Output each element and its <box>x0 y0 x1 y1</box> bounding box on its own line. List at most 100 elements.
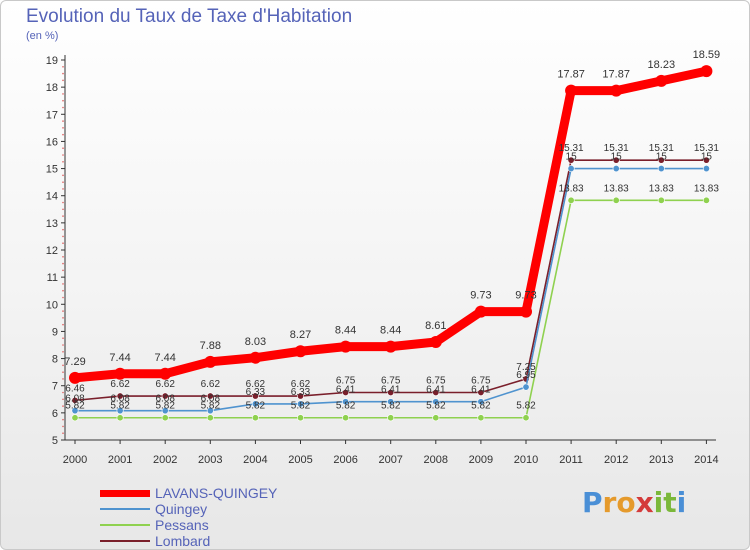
x-tick-label: 2003 <box>198 454 222 466</box>
data-label: 17.87 <box>557 69 585 81</box>
legend: LAVANS-QUINGEY Quingey Pessans Lombard <box>100 485 360 549</box>
legend-label: LAVANS-QUINGEY <box>155 485 278 501</box>
legend-label: Lombard <box>155 533 211 549</box>
y-tick-label: 19 <box>46 55 58 67</box>
x-tick-label: 2000 <box>63 454 87 466</box>
y-minor-mark <box>62 147 64 150</box>
data-point <box>612 156 620 164</box>
data-point <box>565 84 578 97</box>
y-tick-label: 5 <box>52 435 58 447</box>
logo-letter: P <box>582 486 603 519</box>
data-point <box>161 414 169 422</box>
data-label: 7.44 <box>109 352 130 364</box>
x-tick-label: 2004 <box>243 454 267 466</box>
y-tick-label: 14 <box>46 191 58 203</box>
data-label: 6.62 <box>155 379 175 390</box>
data-label: 5.82 <box>246 401 266 412</box>
data-label: 5.82 <box>155 401 175 412</box>
data-point <box>342 388 350 396</box>
data-label: 15 <box>656 152 668 163</box>
y-minor-mark <box>62 154 64 156</box>
data-label: 6.62 <box>110 379 130 390</box>
y-minor-mark <box>62 242 64 245</box>
y-minor-mark <box>62 269 64 272</box>
x-tick-label: 2002 <box>153 454 177 466</box>
data-label: 5.82 <box>516 401 536 412</box>
y-tick-label: 17 <box>46 109 58 121</box>
legend-swatch <box>100 540 150 542</box>
unit-label: (en %) <box>26 30 59 42</box>
x-tick-label: 2013 <box>649 454 673 466</box>
data-point <box>114 367 127 380</box>
x-tick-label: 2001 <box>108 454 132 466</box>
x-tick-label: 2005 <box>288 454 312 466</box>
x-tick-label: 2008 <box>424 454 448 466</box>
data-point <box>432 414 440 422</box>
data-point <box>522 414 530 422</box>
data-point <box>657 156 665 164</box>
data-point <box>612 196 620 204</box>
data-label: 15 <box>611 152 623 163</box>
data-label: 6.41 <box>426 385 446 396</box>
data-point <box>657 165 665 173</box>
data-point <box>387 398 395 406</box>
y-minor-mark <box>62 310 64 312</box>
data-point <box>206 392 214 400</box>
y-tick-label: 16 <box>46 136 58 148</box>
data-label: 6.75 <box>471 376 491 387</box>
y-minor-mark <box>62 425 64 428</box>
data-point <box>612 165 620 173</box>
y-minor-mark <box>62 72 64 75</box>
data-label: 13.83 <box>559 183 584 194</box>
data-point <box>69 371 81 384</box>
data-point <box>477 398 485 406</box>
data-point <box>71 396 79 404</box>
y-minor-mark <box>62 317 64 319</box>
y-tick-label: 10 <box>46 299 58 311</box>
data-point <box>251 392 259 400</box>
data-point <box>567 196 575 204</box>
x-tick-label: 2010 <box>514 454 538 466</box>
y-minor-mark <box>62 296 64 299</box>
data-label: 18.59 <box>693 49 721 61</box>
data-label: 17.87 <box>602 69 630 81</box>
data-point <box>251 414 259 422</box>
y-minor-mark <box>62 65 64 68</box>
y-minor-mark <box>62 127 64 129</box>
data-point <box>342 398 350 406</box>
x-tick-label: 2009 <box>469 454 493 466</box>
y-minor-mark <box>62 262 64 265</box>
y-minor-mark <box>62 378 64 380</box>
data-label: 7.88 <box>200 340 221 352</box>
y-minor-mark <box>62 364 64 367</box>
data-label: 13.83 <box>694 183 719 194</box>
y-minor-mark <box>62 255 64 258</box>
data-label: 6.41 <box>471 385 491 396</box>
y-minor-mark <box>62 133 64 136</box>
data-label: 8.61 <box>425 320 446 332</box>
data-point <box>429 336 442 349</box>
x-tick-label: 2012 <box>604 454 628 466</box>
data-point <box>116 392 124 400</box>
legend-item: Quingey <box>100 501 360 517</box>
data-point <box>702 156 710 164</box>
data-label: 9.73 <box>515 290 536 302</box>
legend-item: LAVANS-QUINGEY <box>100 485 360 501</box>
data-point <box>432 388 440 396</box>
data-label: 5.82 <box>381 401 401 412</box>
data-label: 6.41 <box>381 385 401 396</box>
data-label: 5.82 <box>291 401 311 412</box>
data-label: 15.31 <box>559 143 584 154</box>
data-label: 8.44 <box>380 325 401 337</box>
series-line-lombard <box>74 159 707 402</box>
data-label: 6.75 <box>381 376 401 387</box>
data-point <box>655 74 668 87</box>
data-point <box>161 407 169 415</box>
data-point <box>384 340 397 353</box>
data-label: 5.82 <box>471 401 491 412</box>
data-label: 5.82 <box>336 401 356 412</box>
data-label: 7.25 <box>516 362 536 373</box>
y-minor-mark <box>62 405 64 407</box>
data-point <box>567 165 575 173</box>
